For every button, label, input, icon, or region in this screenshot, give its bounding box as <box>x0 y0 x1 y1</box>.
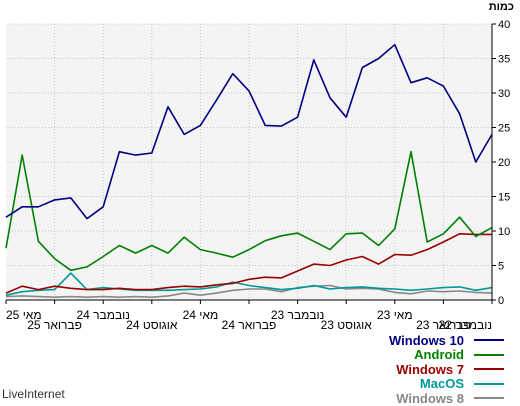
x-tick-label: נובמבר 22 <box>439 318 493 332</box>
y-tick-label: 15 <box>498 192 510 204</box>
legend-label: Android <box>414 347 464 363</box>
series-lines <box>5 43 493 299</box>
x-tick-label: אוגוסט 24 <box>126 318 178 332</box>
y-tick-label: 35 <box>498 54 510 66</box>
legend-swatch <box>474 339 504 342</box>
legend-entry: Windows 8 <box>389 391 504 406</box>
series-line-windows-7 <box>5 233 492 294</box>
axes <box>5 23 496 304</box>
series-line-android <box>5 150 493 272</box>
legend-label: Windows 10 <box>388 332 464 348</box>
legend-entry: Windows 7 <box>389 362 504 377</box>
legend: Windows 10 Android Windows 7 MacOS Windows 8 <box>389 333 504 406</box>
legend-entry: Android <box>389 347 504 363</box>
y-tick-label: 40 <box>498 19 510 31</box>
x-tick-label: מאי 24 <box>183 308 219 322</box>
legend-label: MacOS <box>419 376 464 392</box>
y-tick-label: 0 <box>498 295 504 307</box>
legend-entry: Windows 10 <box>389 333 504 348</box>
grid <box>6 23 492 300</box>
legend-swatch <box>474 368 504 371</box>
x-tick-label: נובמבר 24 <box>76 308 130 322</box>
x-tick-label: פברואר 23 <box>416 318 471 332</box>
y-tick-label: 25 <box>498 123 510 135</box>
series-line-windows-10 <box>5 43 493 220</box>
x-tick-label: פברואר 24 <box>222 318 277 332</box>
x-tick-label: מאי 25 <box>6 308 42 322</box>
y-tick-label: 30 <box>498 88 510 100</box>
y-unit-label: כמות <box>488 1 514 13</box>
legend-swatch <box>474 382 504 385</box>
x-tick-label: אוגוסט 23 <box>321 318 373 332</box>
y-tick-label: 5 <box>498 261 504 273</box>
legend-label: Windows 7 <box>396 361 464 377</box>
y-tick-labels: 0 5 10 15 20 25 30 35 40 <box>498 19 510 307</box>
x-tick-label: מאי 23 <box>377 308 413 322</box>
x-tick-label: פברואר 25 <box>27 318 82 332</box>
legend-swatch <box>474 397 504 400</box>
y-tick-label: 20 <box>498 157 510 169</box>
legend-entry: MacOS <box>389 376 504 392</box>
y-tick-label: 10 <box>498 226 510 238</box>
series-line-windows-8 <box>5 284 493 299</box>
x-tick-label: נובמבר 23 <box>271 308 325 322</box>
legend-swatch <box>474 353 504 356</box>
brand-label: LiveInternet <box>2 387 65 401</box>
legend-label: Windows 8 <box>396 390 464 406</box>
